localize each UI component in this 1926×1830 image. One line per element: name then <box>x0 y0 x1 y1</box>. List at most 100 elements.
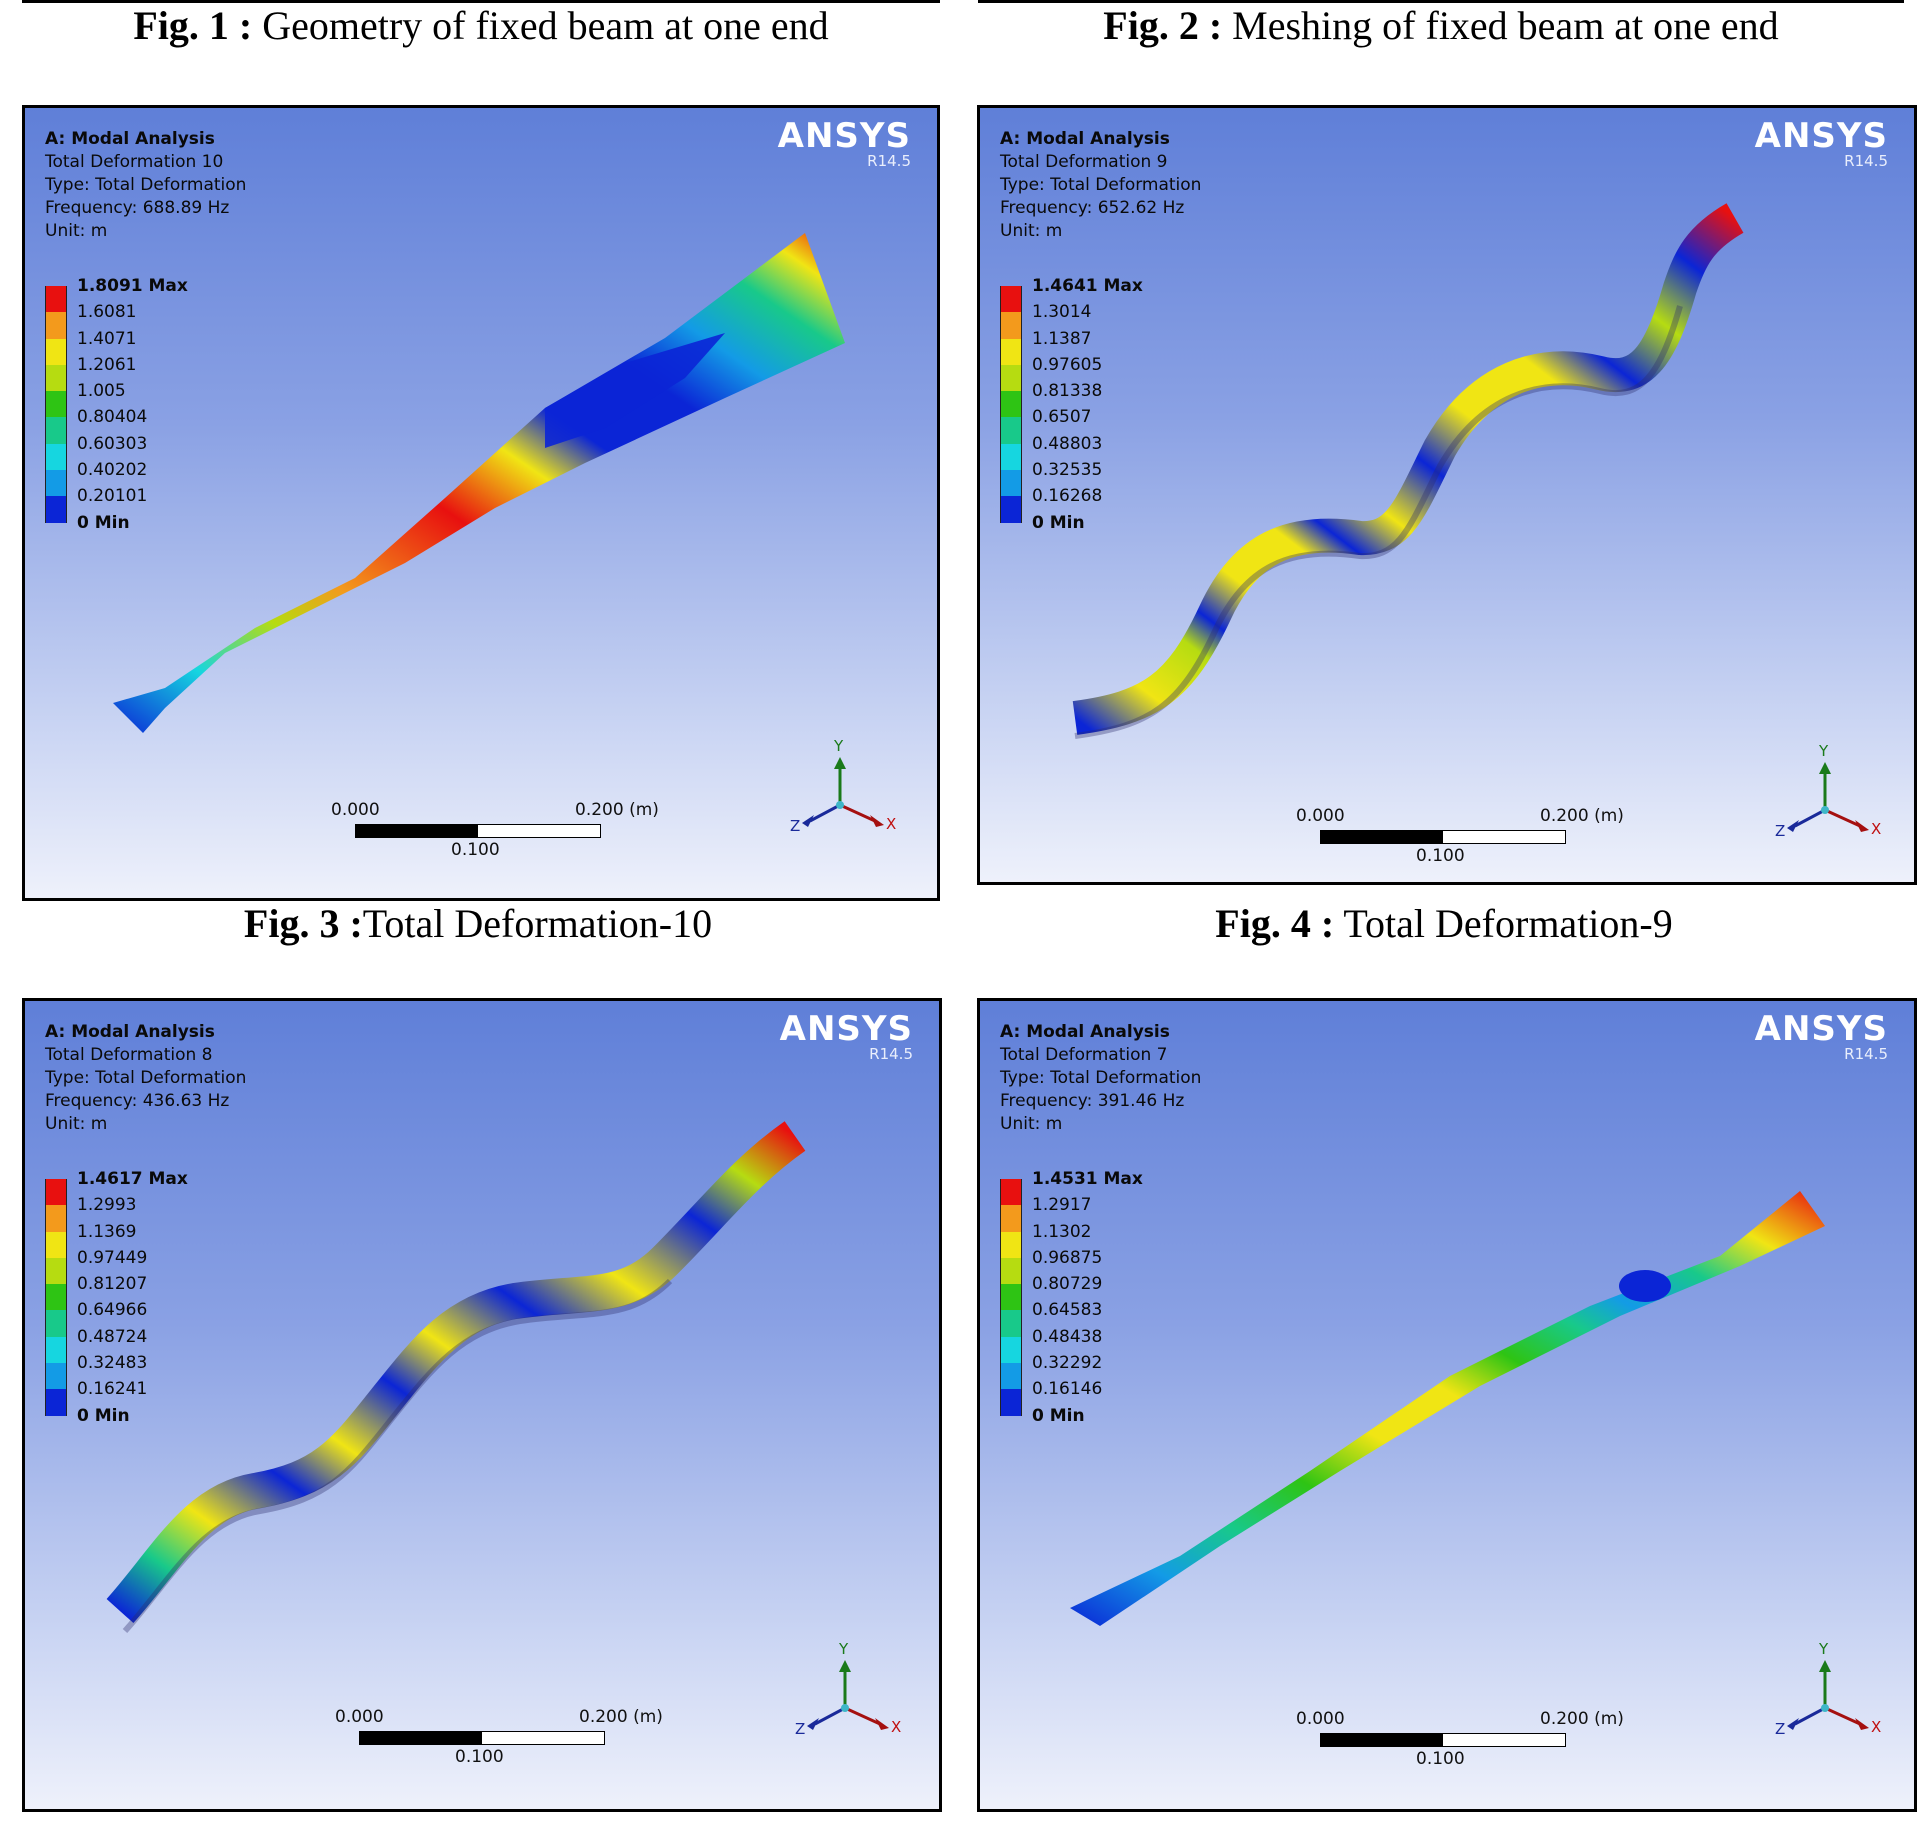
scale-bar-graphic <box>1320 1733 1566 1747</box>
legend-swatch <box>1000 1336 1022 1364</box>
brand-version: R14.5 <box>867 152 911 170</box>
legend-value: 0.48438 <box>1032 1326 1103 1347</box>
scale-mid: 0.100 <box>455 1747 504 1767</box>
analysis-title: A: Modal Analysis <box>1000 1022 1170 1042</box>
legend-swatch <box>1000 443 1022 471</box>
panel-total-deformation-8: A: Modal Analysis Total Deformation 8 Ty… <box>22 998 942 1812</box>
legend-value: 0.60303 <box>77 433 148 454</box>
axis-label-x: X <box>1871 820 1882 838</box>
brand-name: ANSYS <box>1754 1009 1888 1049</box>
panel-total-deformation-9: A: Modal Analysis Total Deformation 9 Ty… <box>977 105 1917 885</box>
scale-start: 0.000 <box>1296 806 1345 826</box>
beam-body <box>1072 203 1744 735</box>
beam-body <box>113 233 845 733</box>
beam-shadow <box>1074 305 1683 739</box>
legend-value: 1.1387 <box>1032 328 1092 349</box>
axis-label-y: Y <box>1819 1640 1829 1658</box>
result-unit: Unit: m <box>45 221 108 241</box>
caption-label: Fig. 4 : <box>1215 901 1335 946</box>
axis-label-z: Z <box>795 1720 806 1738</box>
ansys-logo: ANSYS R14.5 <box>778 116 911 170</box>
result-info: A: Modal Analysis Total Deformation 9 Ty… <box>1000 128 1201 243</box>
result-name: Total Deformation 7 <box>1000 1045 1168 1065</box>
fig1-caption: Fig. 1 : Geometry of fixed beam at one e… <box>22 2 940 49</box>
panel-total-deformation-10: A: Modal Analysis Total Deformation 10 T… <box>22 105 940 901</box>
top-rule-left <box>22 0 940 3</box>
legend-swatch <box>1000 312 1022 339</box>
legend-swatch <box>45 338 67 365</box>
legend-swatch <box>45 364 67 392</box>
scale-mid: 0.100 <box>1416 846 1465 866</box>
legend-value: 1.4617 Max <box>77 1169 188 1189</box>
analysis-title: A: Modal Analysis <box>45 1022 215 1042</box>
result-frequency: Frequency: 391.46 Hz <box>1000 1091 1185 1111</box>
legend-value: 0 Min <box>1032 1405 1085 1426</box>
legend-swatch <box>45 1363 67 1390</box>
beam-blue-region <box>545 333 725 448</box>
result-info: A: Modal Analysis Total Deformation 8 Ty… <box>45 1021 246 1136</box>
fig3-caption: Fig. 3 :Total Deformation-10 <box>22 900 934 947</box>
legend-value: 1.2061 <box>77 354 137 375</box>
axis-label-x: X <box>1871 1718 1882 1736</box>
legend-swatch <box>1000 286 1022 313</box>
legend-value: 0.32535 <box>1032 460 1103 481</box>
axis-label-z: Z <box>1775 822 1786 840</box>
legend-value: 1.1369 <box>77 1221 137 1242</box>
axis-label-z: Z <box>1775 1720 1786 1738</box>
result-unit: Unit: m <box>1000 1114 1063 1134</box>
brand-name: ANSYS <box>777 116 911 156</box>
beam-shadow <box>122 1278 673 1634</box>
result-name: Total Deformation 8 <box>45 1045 213 1065</box>
beam-render-mode8 <box>106 1121 806 1634</box>
scale-mid: 0.100 <box>451 840 500 860</box>
scale-mid: 0.100 <box>1416 1749 1465 1769</box>
legend-swatch <box>45 470 67 497</box>
caption-label: Fig. 1 : <box>133 3 253 48</box>
beam-render-mode9 <box>1072 203 1744 739</box>
result-frequency: Frequency: 436.63 Hz <box>45 1091 230 1111</box>
triad-graphic <box>1787 1660 1869 1730</box>
legend-value: 0.81207 <box>77 1274 148 1295</box>
axis-label-x: X <box>886 815 897 833</box>
result-info: A: Modal Analysis Total Deformation 7 Ty… <box>1000 1021 1201 1136</box>
legend-value: 0.97449 <box>77 1247 148 1268</box>
scale-start: 0.000 <box>331 800 380 820</box>
legend-swatch <box>45 417 67 444</box>
axis-label-y: Y <box>834 737 844 755</box>
brand-name: ANSYS <box>1754 116 1888 156</box>
legend-value: 0.16268 <box>1032 486 1103 507</box>
result-info: A: Modal Analysis Total Deformation 10 T… <box>45 128 246 243</box>
legend-swatch <box>45 1179 67 1206</box>
legend-swatch <box>1000 496 1022 523</box>
legend-swatch <box>1000 1284 1022 1311</box>
legend-value: 0.6507 <box>1032 407 1092 428</box>
legend-value: 0 Min <box>77 1405 130 1426</box>
top-rule-right <box>978 0 1904 3</box>
beam-body <box>106 1121 806 1624</box>
legend-swatch <box>1000 1310 1022 1337</box>
legend-value: 0.64966 <box>77 1300 148 1321</box>
analysis-title: A: Modal Analysis <box>45 129 215 149</box>
panel-total-deformation-7: A: Modal Analysis Total Deformation 7 Ty… <box>977 998 1917 1812</box>
legend-swatch <box>45 1257 67 1285</box>
legend-value: 1.1302 <box>1032 1221 1092 1242</box>
caption-text: Total Deformation-9 <box>1334 901 1673 946</box>
legend-swatch <box>1000 338 1022 365</box>
result-name: Total Deformation 9 <box>1000 152 1168 172</box>
result-unit: Unit: m <box>1000 221 1063 241</box>
legend-swatch <box>1000 1363 1022 1390</box>
legend-value: 0.16241 <box>77 1379 148 1400</box>
result-frequency: Frequency: 652.62 Hz <box>1000 198 1185 218</box>
fig4-caption: Fig. 4 : Total Deformation-9 <box>977 900 1911 947</box>
scale-start: 0.000 <box>335 1707 384 1727</box>
legend-swatch <box>45 1389 67 1416</box>
legend-value: 0.97605 <box>1032 354 1103 375</box>
beam-render-mode7 <box>1070 1191 1825 1626</box>
legend-swatch <box>1000 417 1022 444</box>
scale-end: 0.200 (m) <box>1540 806 1624 826</box>
result-type: Type: Total Deformation <box>45 175 247 195</box>
legend-value: 1.3014 <box>1032 302 1092 323</box>
beam-render-mode10 <box>113 233 845 733</box>
legend-value: 1.4071 <box>77 328 137 349</box>
legend-value: 0.81338 <box>1032 381 1103 402</box>
